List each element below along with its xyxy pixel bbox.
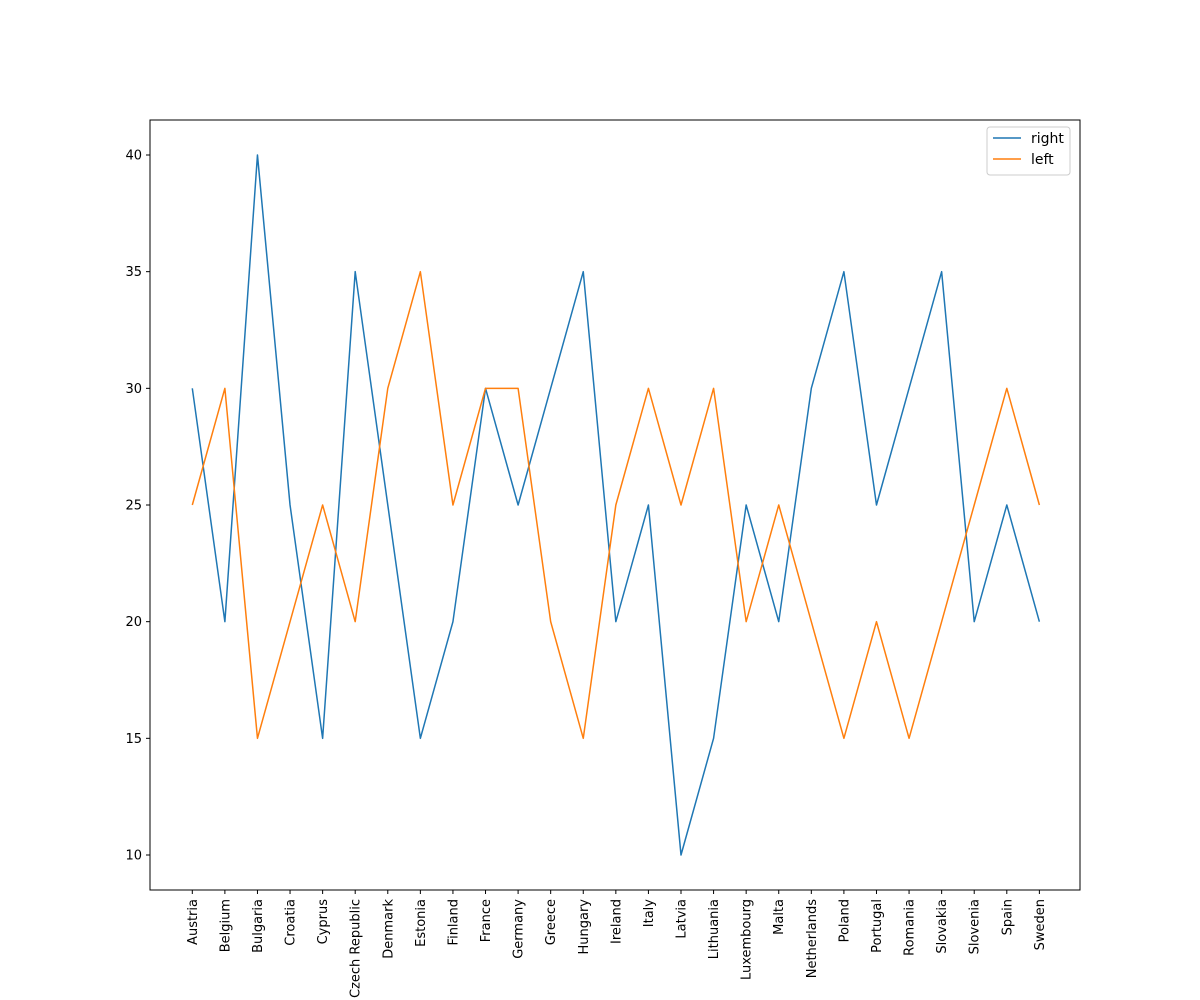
x-tick-label: Romania — [903, 899, 918, 956]
x-tick-label: Sweden — [1033, 899, 1048, 950]
x-tick-label: Hungary — [577, 899, 592, 955]
y-tick-label: 40 — [125, 149, 142, 164]
x-tick-label: Greece — [544, 899, 559, 945]
legend-label-left: left — [1031, 152, 1054, 168]
x-tick-label: Germany — [512, 899, 527, 959]
x-tick-label: Ireland — [609, 899, 624, 944]
legend-label-right: right — [1031, 131, 1064, 147]
y-tick-label: 30 — [125, 382, 142, 397]
x-tick-label: Bulgaria — [251, 899, 266, 953]
x-tick-label: France — [479, 899, 494, 942]
x-tick-label: Latvia — [675, 899, 690, 939]
legend-box — [986, 126, 1071, 176]
y-axis: 10 15 20 25 30 35 40 — [125, 149, 150, 864]
x-tick-label: Poland — [837, 899, 852, 942]
x-tick-label: Estonia — [414, 899, 429, 947]
x-tick-label: Cyprus — [316, 899, 331, 945]
x-tick-label: Austria — [186, 899, 201, 945]
x-tick-label: Slovenia — [968, 899, 983, 954]
x-tick-label: Czech Republic — [349, 899, 364, 998]
y-tick-label: 20 — [125, 615, 142, 630]
y-tick-label: 35 — [125, 265, 142, 280]
x-axis: Austria Belgium Bulgaria Croatia Cyprus Czech… — [186, 890, 1048, 998]
x-tick-label: Lithuania — [707, 899, 722, 959]
x-tick-label: Finland — [446, 899, 461, 945]
y-tick-label: 25 — [125, 499, 142, 514]
x-tick-label: Netherlands — [805, 899, 820, 978]
x-tick-label: Spain — [1000, 899, 1015, 935]
x-tick-label: Luxembourg — [740, 899, 755, 980]
series-line-left — [191, 270, 1041, 740]
y-tick-label: 10 — [125, 849, 142, 864]
x-tick-label: Slovakia — [935, 899, 950, 954]
x-tick-label: Croatia — [284, 899, 299, 946]
x-tick-label: Italy — [642, 899, 657, 928]
x-tick-label: Denmark — [381, 899, 396, 959]
y-tick-label: 15 — [125, 732, 142, 747]
x-tick-label: Belgium — [218, 899, 233, 952]
x-tick-label: Malta — [772, 899, 787, 935]
legend: right left — [986, 126, 1071, 176]
series-layer — [191, 154, 1041, 856]
x-tick-label: Portugal — [870, 899, 885, 953]
series-line-right — [191, 154, 1041, 856]
